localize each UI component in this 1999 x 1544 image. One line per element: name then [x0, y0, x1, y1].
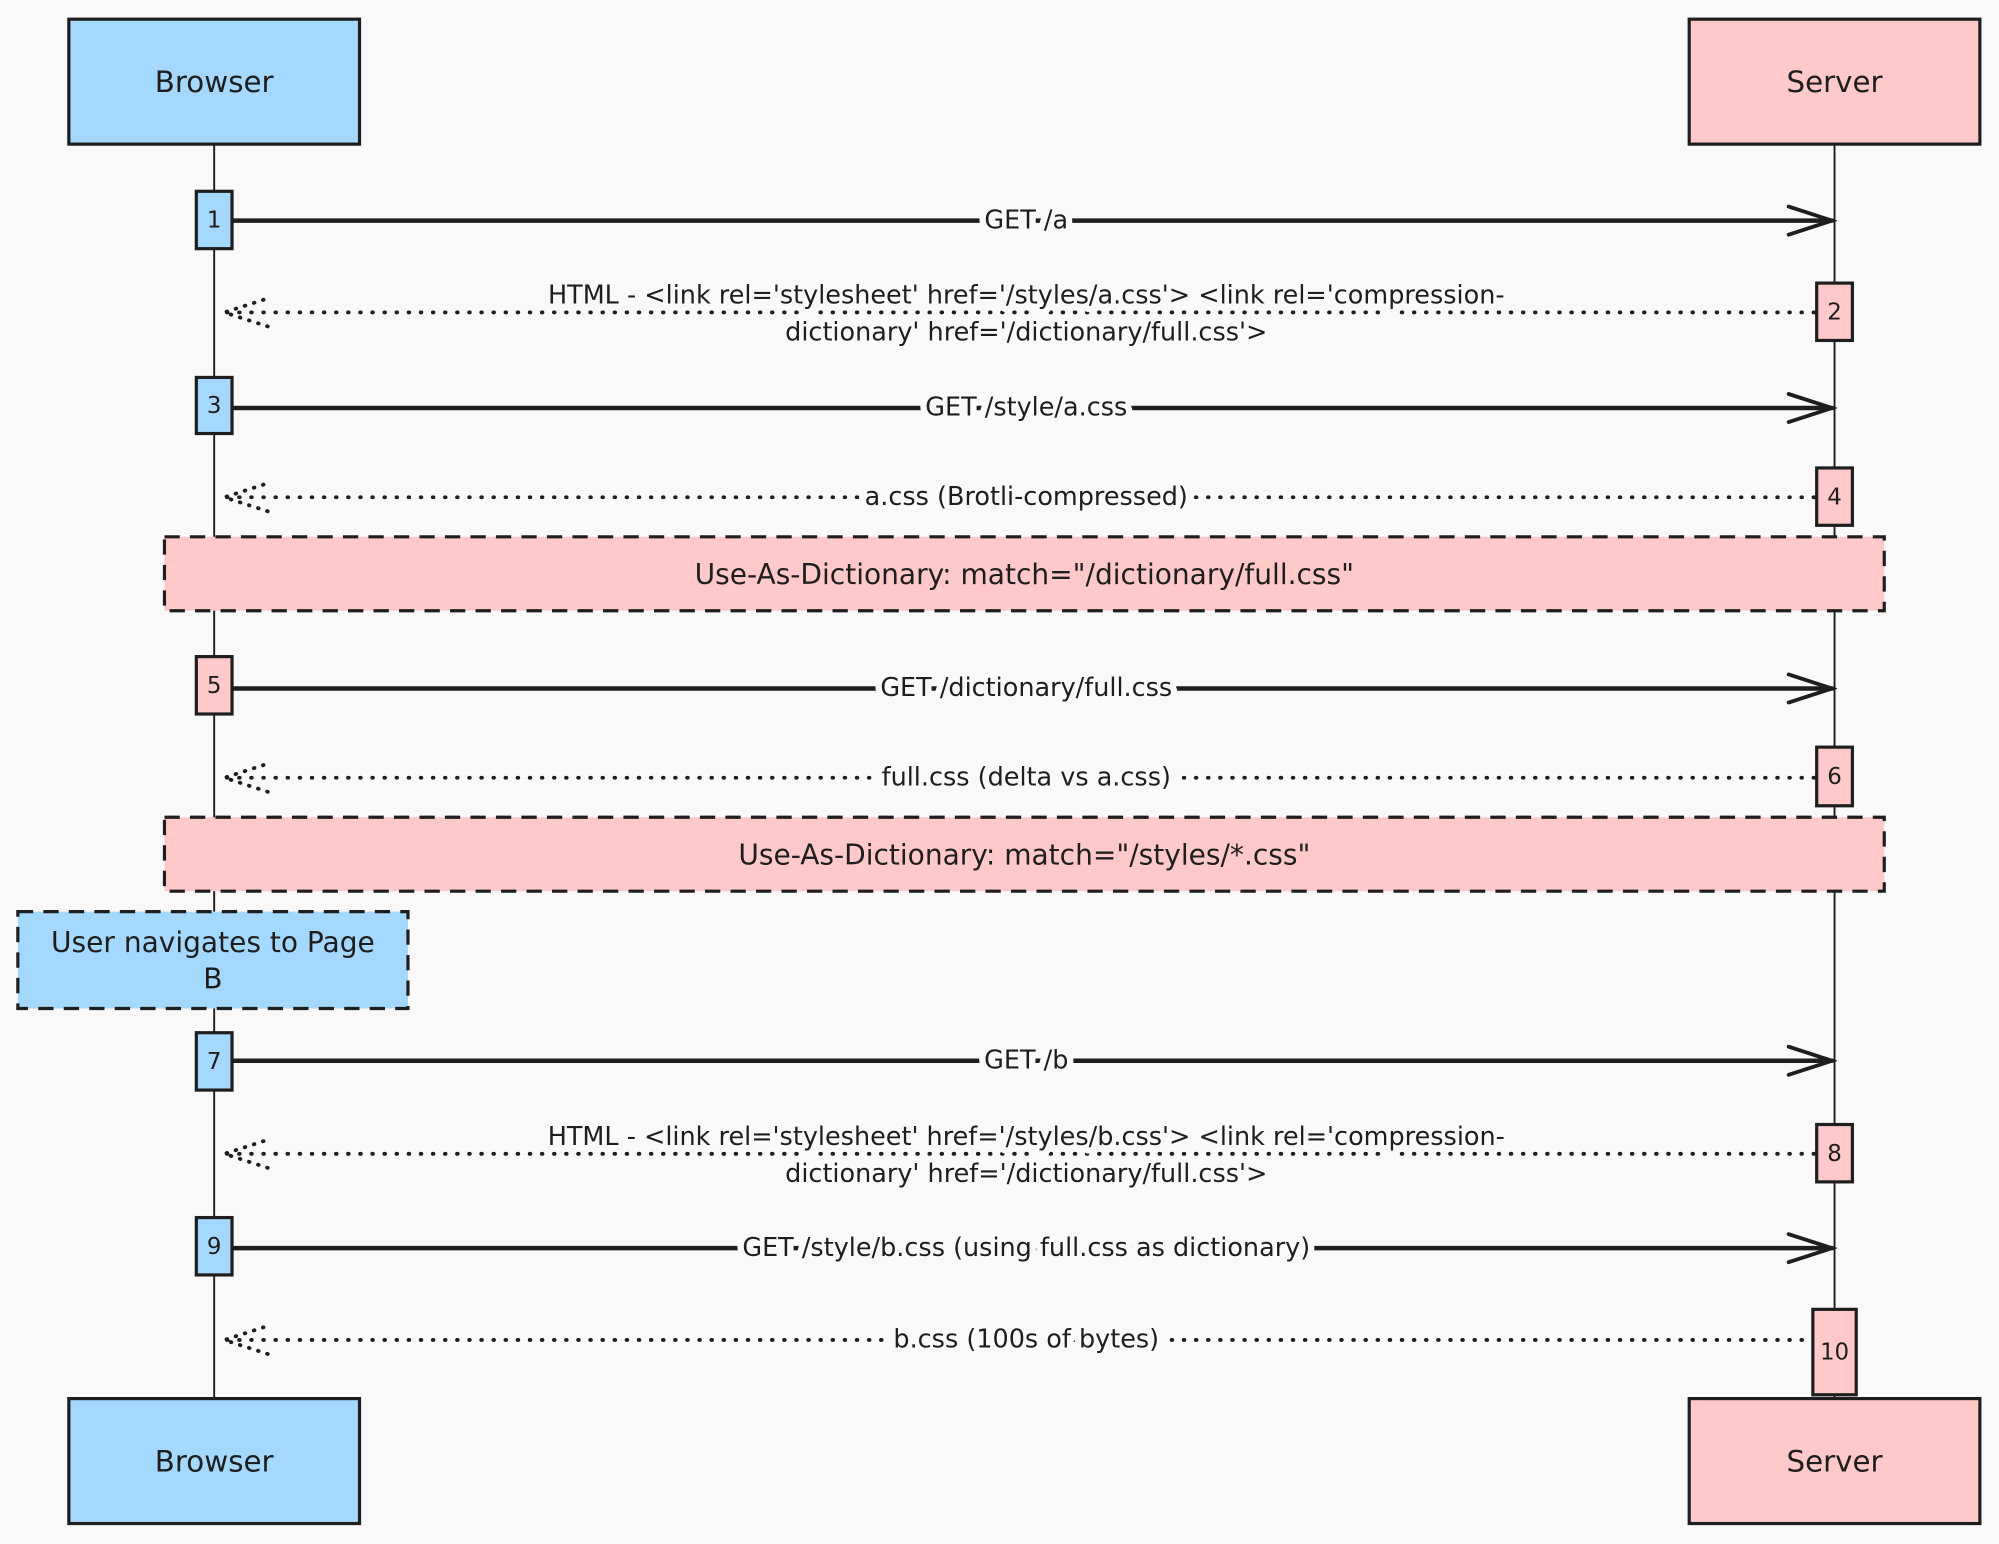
message-label: a.css (Brotli-compressed)	[865, 482, 1188, 512]
message-label: GET /b	[984, 1045, 1068, 1075]
message-label: dictionary' href='/dictionary/full.css'>	[785, 317, 1267, 347]
note-text: Use-As-Dictionary: match="/styles/*.css"	[738, 838, 1310, 871]
activation-box	[194, 1031, 234, 1092]
step-number: 4	[1827, 484, 1842, 510]
message-7: 7 GET /b	[194, 1031, 1832, 1092]
server-actor-label: Server	[1786, 65, 1883, 99]
message-label: GET /style/a.css	[925, 393, 1127, 423]
activation-box	[194, 655, 234, 716]
step-number: 7	[207, 1049, 222, 1075]
message-2: 2 HTML - <link rel='stylesheet' href='/st…	[224, 280, 1854, 347]
message-1: 1 GET /a	[194, 189, 1832, 251]
message-label: HTML - <link rel='stylesheet' href='/sty…	[548, 280, 1505, 310]
note: Use-As-Dictionary: match="/styles/*.css"	[162, 815, 1886, 893]
server-actor-top: Server	[1687, 17, 1982, 146]
message-5: 5 GET /dictionary/full.css	[194, 655, 1832, 716]
activation-box	[1815, 281, 1854, 343]
step-number: 2	[1827, 299, 1842, 325]
message-6: 6 full.css (delta vs a.css)	[224, 745, 1854, 808]
message-label: full.css (delta vs a.css)	[882, 762, 1171, 792]
note: Use-As-Dictionary: match="/dictionary/fu…	[162, 535, 1886, 613]
activation-box	[1815, 466, 1854, 527]
note-text: Use-As-Dictionary: match="/dictionary/fu…	[695, 558, 1354, 591]
step-number: 5	[207, 673, 222, 699]
browser-actor-bottom: Browser	[67, 1397, 362, 1526]
server-actor-label: Server	[1786, 1444, 1883, 1478]
activation-box	[194, 1215, 234, 1277]
note-text: B	[203, 963, 222, 996]
activation-box	[194, 375, 234, 436]
step-number: 6	[1827, 764, 1842, 790]
message-8: 8 HTML - <link rel='stylesheet' href='/st…	[224, 1122, 1854, 1189]
step-number: 3	[207, 393, 222, 419]
activation-box	[194, 189, 234, 251]
step-number: 1	[207, 208, 222, 234]
browser-actor-top: Browser	[67, 17, 362, 146]
step-number: 9	[207, 1234, 222, 1260]
message-10: 10 b.css (100s of bytes)	[224, 1307, 1858, 1397]
browser-actor-label: Browser	[155, 65, 275, 99]
message-3: 3 GET /style/a.css	[194, 375, 1832, 436]
message-9: 9 GET /style/b.css (using full.css as dic…	[194, 1215, 1832, 1277]
message-label: GET /a	[984, 205, 1068, 235]
activation-box	[1811, 1307, 1858, 1397]
message-label: GET /style/b.css (using full.css as dict…	[742, 1233, 1310, 1263]
note: User navigates to Page B	[16, 910, 410, 1011]
step-number: 8	[1827, 1141, 1842, 1167]
browser-actor-label: Browser	[155, 1444, 275, 1478]
message-label: b.css (100s of bytes)	[893, 1325, 1159, 1355]
message-4: 4 a.css (Brotli-compressed)	[224, 466, 1854, 527]
activation-box	[1815, 745, 1854, 808]
message-label: GET /dictionary/full.css	[880, 673, 1172, 703]
server-actor-bottom: Server	[1687, 1397, 1982, 1526]
message-label: HTML - <link rel='stylesheet' href='/sty…	[548, 1122, 1505, 1152]
note-text: User navigates to Page	[51, 926, 375, 959]
activation-box	[1815, 1122, 1854, 1184]
step-number: 10	[1820, 1340, 1849, 1366]
message-label: dictionary' href='/dictionary/full.css'>	[785, 1159, 1267, 1189]
